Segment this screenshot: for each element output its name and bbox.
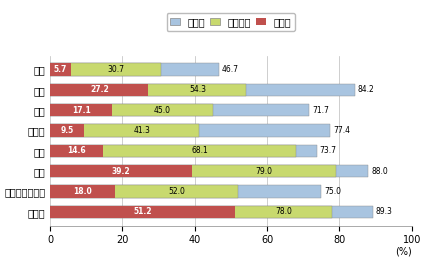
Text: 71.7: 71.7	[312, 106, 329, 115]
Text: 89.3: 89.3	[376, 207, 393, 216]
Bar	[50, 84, 354, 96]
Bar	[50, 104, 309, 116]
Legend: 認知度, 利用意向, 利用率: 認知度, 利用意向, 利用率	[167, 13, 295, 31]
Bar	[50, 165, 368, 177]
Text: 51.2: 51.2	[133, 207, 152, 216]
Bar	[50, 63, 71, 75]
Bar	[50, 206, 235, 218]
Bar	[50, 63, 161, 75]
Bar	[50, 165, 336, 177]
Bar	[50, 185, 238, 198]
Bar	[50, 124, 85, 137]
Text: 17.1: 17.1	[72, 106, 91, 115]
Bar	[50, 185, 321, 198]
Text: 9.5: 9.5	[61, 126, 74, 135]
X-axis label: (%): (%)	[395, 247, 412, 257]
Text: 73.7: 73.7	[320, 146, 337, 155]
Bar	[50, 84, 246, 96]
Text: 84.2: 84.2	[357, 85, 374, 94]
Bar	[50, 206, 332, 218]
Bar	[50, 206, 373, 218]
Bar	[50, 104, 112, 116]
Text: 45.0: 45.0	[154, 106, 171, 115]
Text: 79.0: 79.0	[255, 167, 272, 176]
Bar	[50, 145, 296, 157]
Bar	[50, 124, 199, 137]
Bar	[50, 145, 103, 157]
Bar	[50, 124, 330, 137]
Bar	[50, 165, 192, 177]
Bar	[50, 104, 213, 116]
Text: 75.0: 75.0	[324, 187, 341, 196]
Text: 68.1: 68.1	[191, 146, 208, 155]
Text: 27.2: 27.2	[90, 85, 109, 94]
Text: 78.0: 78.0	[275, 207, 292, 216]
Text: 88.0: 88.0	[371, 167, 388, 176]
Text: 54.3: 54.3	[189, 85, 206, 94]
Text: 30.7: 30.7	[108, 65, 125, 74]
Text: 46.7: 46.7	[222, 65, 239, 74]
Text: 77.4: 77.4	[333, 126, 350, 135]
Bar	[50, 185, 115, 198]
Text: 39.2: 39.2	[112, 167, 130, 176]
Bar	[50, 145, 317, 157]
Text: 18.0: 18.0	[73, 187, 92, 196]
Text: 14.6: 14.6	[67, 146, 86, 155]
Bar	[50, 84, 148, 96]
Text: 5.7: 5.7	[54, 65, 67, 74]
Text: 41.3: 41.3	[133, 126, 150, 135]
Text: 52.0: 52.0	[168, 187, 185, 196]
Bar	[50, 63, 219, 75]
